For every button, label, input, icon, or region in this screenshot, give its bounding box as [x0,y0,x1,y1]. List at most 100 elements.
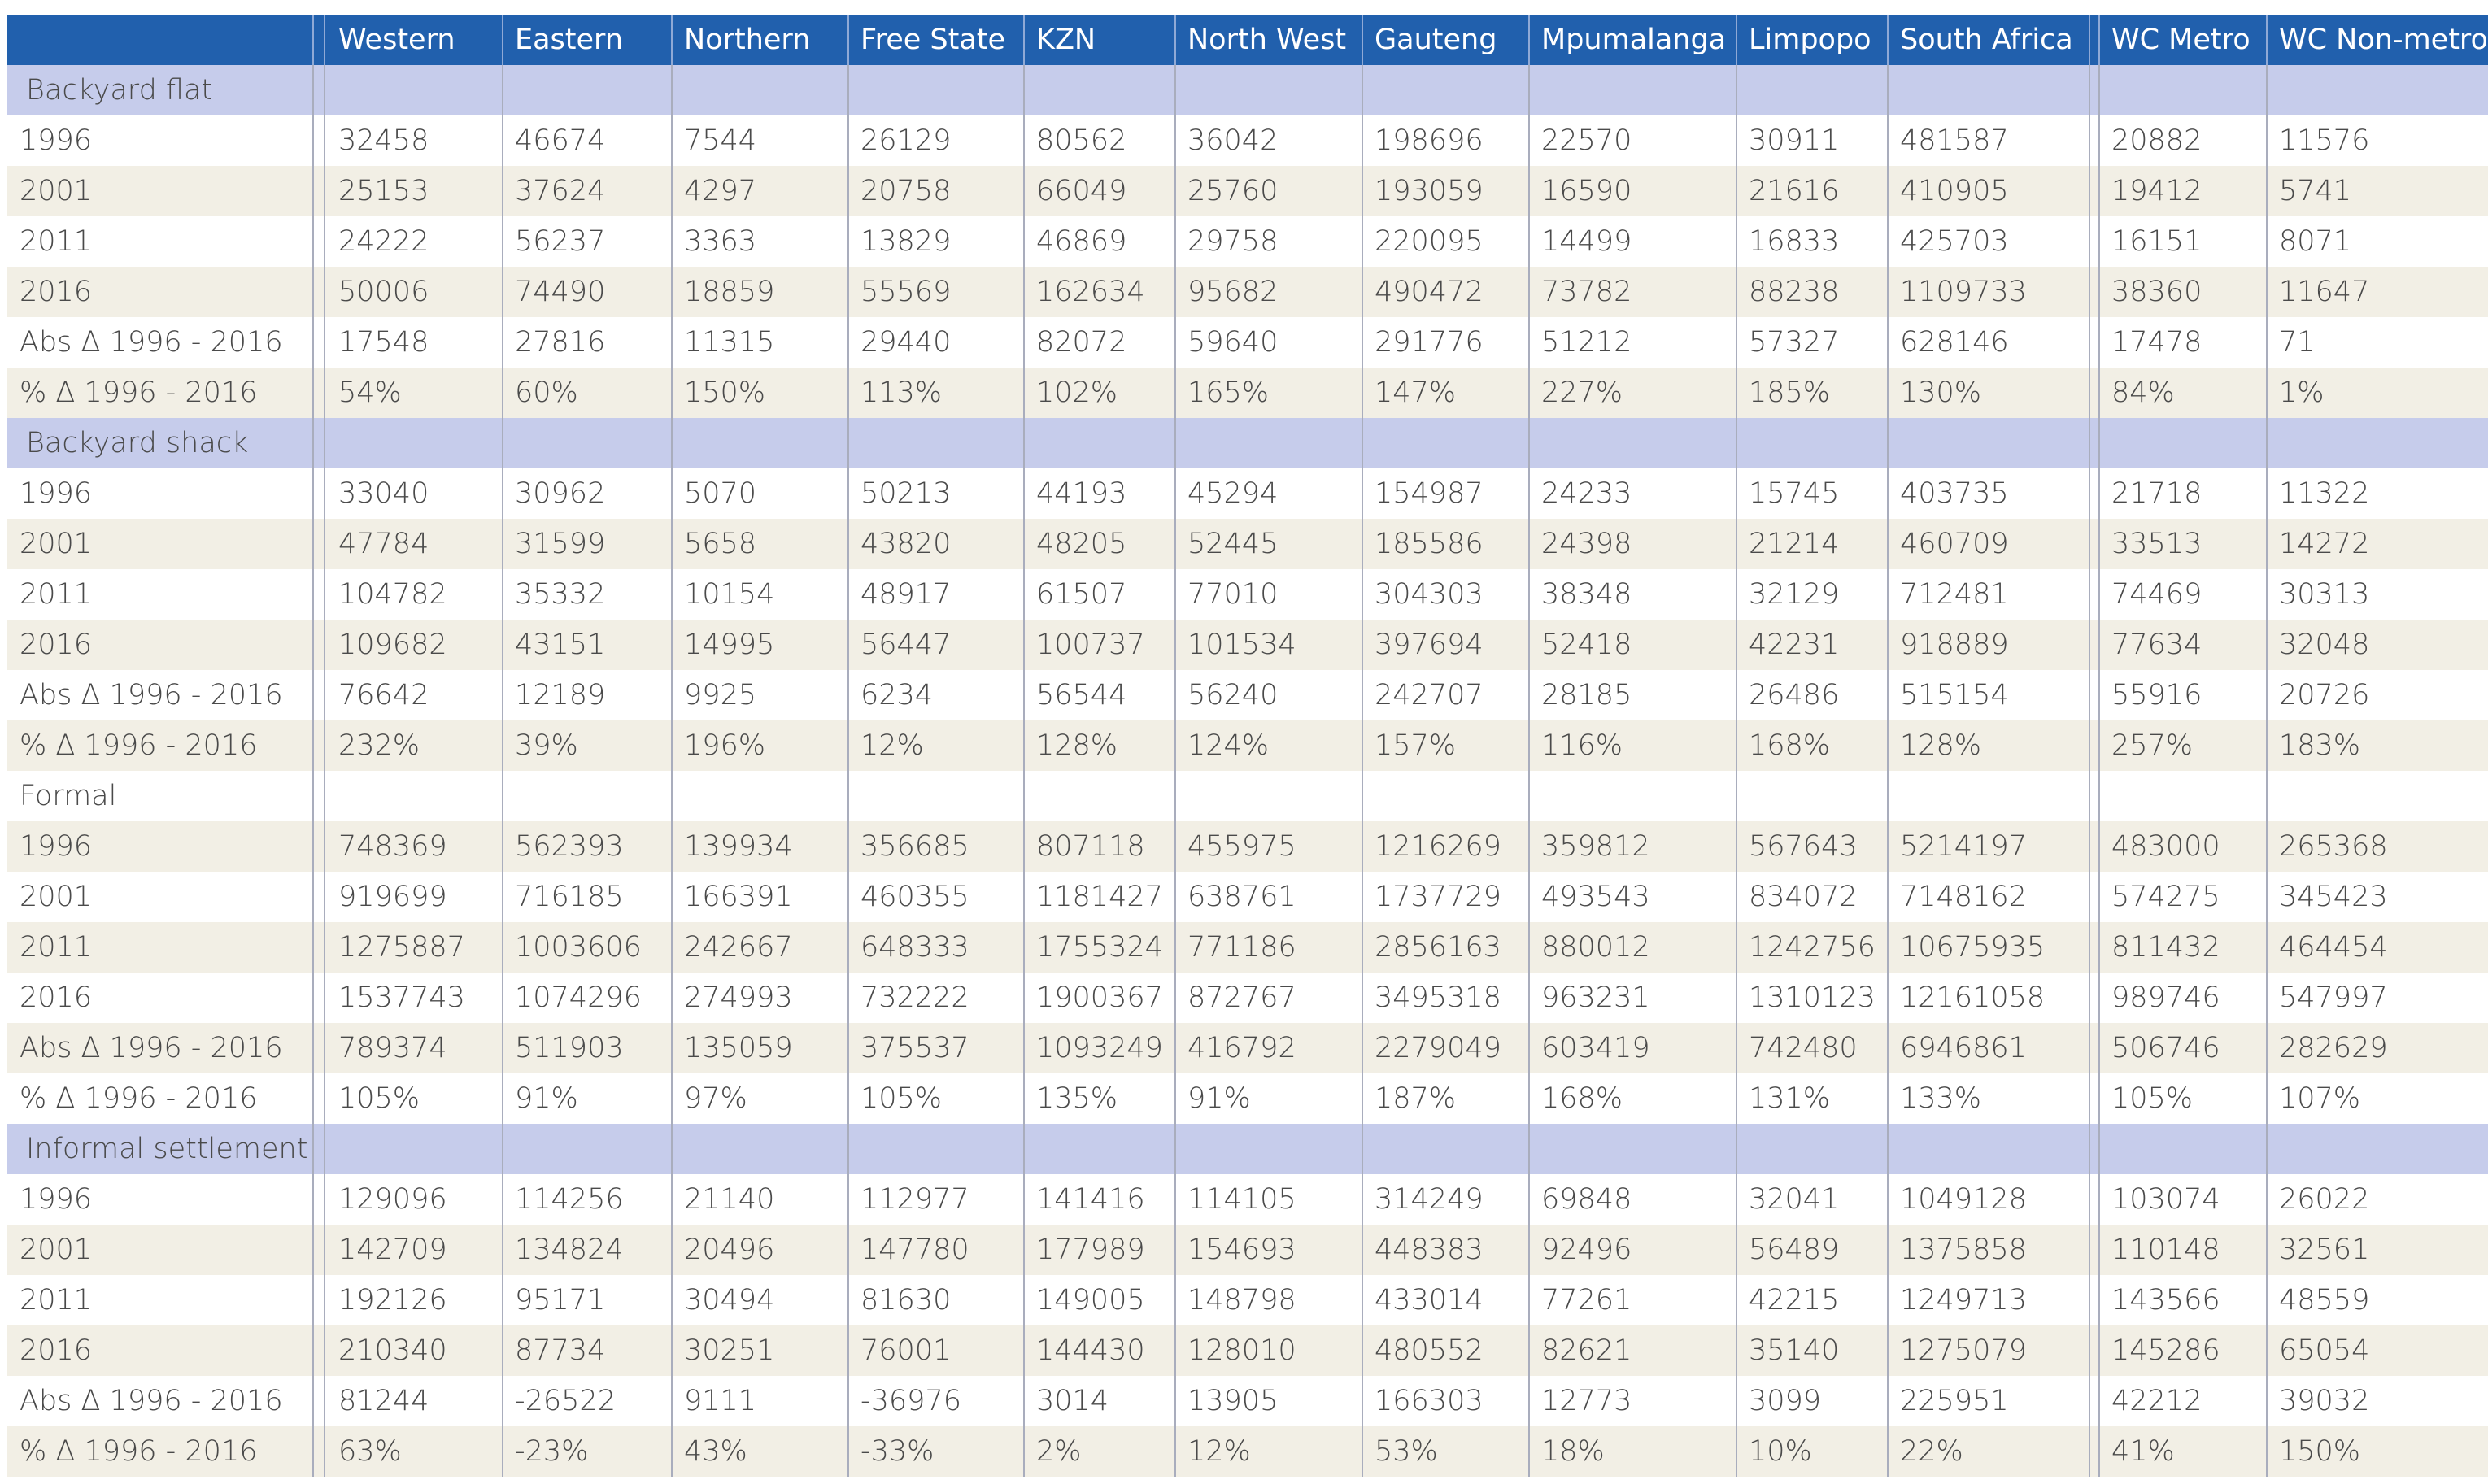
table-cell: 511903 [515,1032,624,1064]
table-cell: 104782 [338,578,447,611]
table-cell: 185% [1749,376,1831,409]
table-cell: 483000 [2111,830,2220,863]
table-cell: 11315 [684,326,775,359]
section-label: Informal settlement [26,1133,308,1165]
row-label: 2001 [20,175,93,207]
table-cell: 84% [2111,376,2175,409]
column-divider [324,65,325,1477]
table-cell: 192126 [338,1284,447,1316]
section-row: Backyard shack [7,418,2488,468]
table-cell: 131% [1749,1082,1831,1115]
table-cell: 41% [2111,1435,2175,1468]
row-label: 2011 [20,1284,93,1316]
table-cell: 35332 [515,578,606,611]
table-cell: 4297 [684,175,757,207]
header-divider [324,15,325,65]
table-cell: 97% [684,1082,747,1115]
table-cell: 448383 [1375,1234,1484,1266]
row-label: % Δ 1996 - 2016 [20,376,258,409]
column-divider [1887,65,1889,1477]
table-cell: 143566 [2111,1284,2220,1316]
table-cell: 13829 [861,225,952,258]
header-divider [1736,15,1737,65]
table-cell: 124% [1187,729,1270,762]
column-header: Mpumalanga [1541,24,1727,56]
data-row: 2016 210340 87734 30251 76001 144430 128010 480… [7,1325,2488,1376]
table-cell: 403735 [1900,477,2009,510]
table-cell: 356685 [861,830,969,863]
header-divider [1362,15,1363,65]
table-cell: 24222 [338,225,429,258]
column-divider [312,65,314,1477]
row-label: 2016 [20,629,93,661]
table-cell: 628146 [1900,326,2009,359]
table-cell: 56544 [1036,679,1127,712]
data-row: 2016 50006 74490 18859 55569 162634 95682 49047… [7,267,2488,317]
data-row: 1996 33040 30962 5070 50213 44193 45294 154987 2… [7,468,2488,519]
section-label: Backyard shack [26,427,249,459]
column-divider [1362,65,1363,1477]
table-cell: 29440 [861,326,952,359]
data-row: 2001 142709 134824 20496 147780 177989 154693 4… [7,1225,2488,1275]
row-label: 2016 [20,276,93,308]
section-row: Backyard flat [7,65,2488,115]
table-cell: 65054 [2279,1334,2370,1367]
table-cell: 39032 [2279,1385,2370,1417]
table-cell: 1737729 [1375,881,1501,913]
header-divider [1023,15,1025,65]
header-divider [847,15,849,65]
table-cell: 82621 [1541,1334,1632,1367]
row-label: Abs Δ 1996 - 2016 [20,679,283,712]
column-divider [2266,65,2268,1477]
table-cell: 257% [2111,729,2194,762]
table-cell: 567643 [1749,830,1858,863]
header-row: Western Eastern Northern Free State KZN North… [7,15,2488,65]
header-divider [1528,15,1530,65]
table-cell: 227% [1541,376,1623,409]
table-cell: 32458 [338,124,429,157]
section-row: Informal settlement [7,1124,2488,1174]
table-cell: 141416 [1036,1183,1145,1216]
table-cell: 20882 [2111,124,2203,157]
table-cell: 42215 [1749,1284,1840,1316]
table-cell: 114105 [1187,1183,1296,1216]
table-cell: 918889 [1900,629,2009,661]
table-cell: 196% [684,729,766,762]
table-cell: 47784 [338,528,429,560]
table-cell: 648333 [861,931,969,964]
table-cell: 33513 [2111,528,2203,560]
table-cell: 807118 [1036,830,1145,863]
table-cell: 2% [1036,1435,1082,1468]
table-cell: 242667 [684,931,793,964]
table-cell: 177989 [1036,1234,1145,1266]
row-label: 2011 [20,578,93,611]
table-cell: 52445 [1187,528,1279,560]
table-cell: 56240 [1187,679,1279,712]
table-cell: 375537 [861,1032,969,1064]
header-divider [312,15,314,65]
data-row: Abs Δ 1996 - 2016 17548 27816 11315 29440 820… [7,317,2488,368]
data-row: 1996 129096 114256 21140 112977 141416 114105 3… [7,1174,2488,1225]
column-header: Western [338,24,455,56]
column-header: WC Metro [2111,24,2251,56]
table-cell: 30962 [515,477,606,510]
table-cell: 105% [861,1082,943,1115]
row-label: % Δ 1996 - 2016 [20,1435,258,1468]
table-cell: 1242756 [1749,931,1876,964]
table-cell: 9925 [684,679,757,712]
table-cell: 149005 [1036,1284,1145,1316]
table-cell: 274993 [684,981,793,1014]
table-cell: 18% [1541,1435,1605,1468]
table-cell: 963231 [1541,981,1650,1014]
data-row: Abs Δ 1996 - 2016 76642 12189 9925 6234 56544… [7,670,2488,720]
table-cell: 60% [515,376,578,409]
data-row: % Δ 1996 - 2016 63% -23% 43% -33% 2% 12% 53% 18%… [7,1426,2488,1477]
table-cell: 168% [1749,729,1831,762]
table-cell: 193059 [1375,175,1484,207]
header-divider [1174,15,1176,65]
table-cell: 460355 [861,881,969,913]
data-row: 2016 109682 43151 14995 56447 100737 101534 397… [7,620,2488,670]
table-cell: 88238 [1749,276,1840,308]
table-cell: 154987 [1375,477,1484,510]
